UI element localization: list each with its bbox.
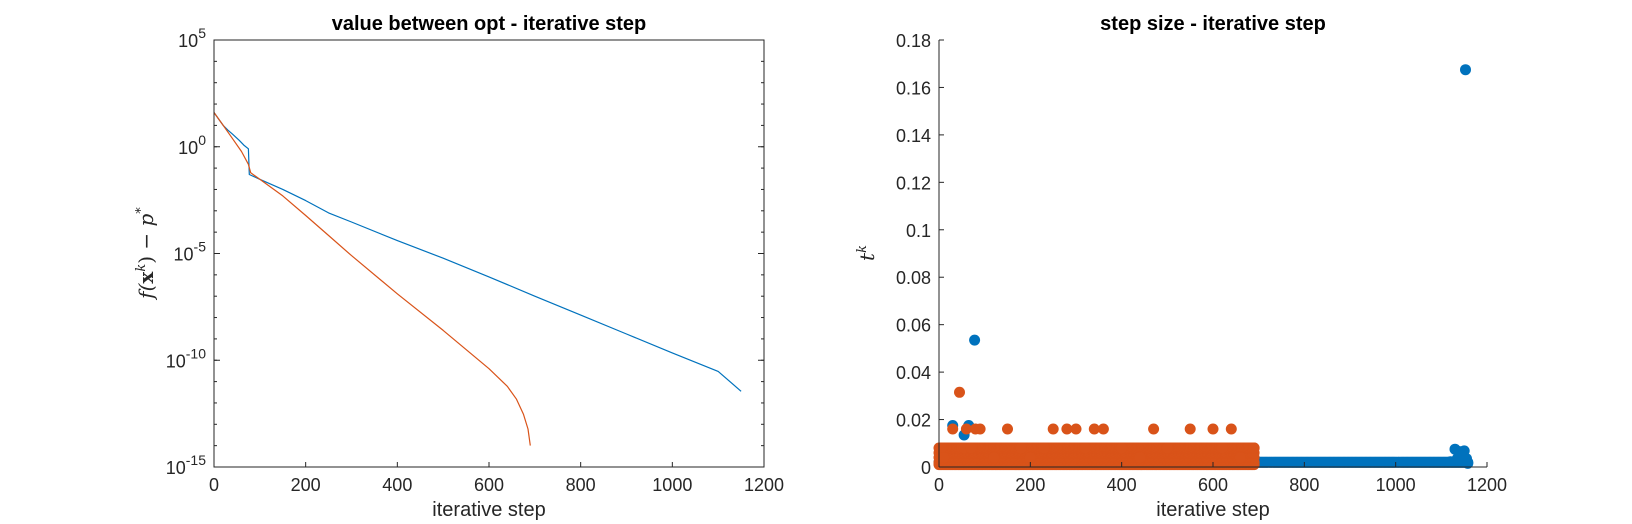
scatter-point	[1134, 452, 1146, 463]
scatter-point	[1462, 457, 1474, 469]
scatter-point	[1061, 423, 1073, 435]
right-plot: 0 200 400 600 800 1000 1200 0 0.02 0.04 0.06 0.08 0.…	[855, 13, 1507, 521]
left-x-tick-label: 600	[474, 475, 504, 495]
right-chart-title: step size - iterative step	[1100, 13, 1326, 35]
left-series-line-2	[213, 112, 531, 446]
right-y-tick-label: 0.04	[896, 363, 931, 383]
scatter-point	[1070, 423, 1082, 435]
right-x-tick-label: 1200	[1467, 475, 1507, 495]
right-y-tick-label: 0.02	[896, 411, 931, 431]
scatter-point	[1234, 452, 1246, 463]
scatter-point	[1116, 442, 1128, 454]
tick-base: 10	[178, 31, 198, 51]
scatter-point	[1002, 423, 1013, 435]
scatter-point	[938, 452, 950, 463]
tick-exponent: -10	[186, 345, 206, 361]
left-y-tick-label: 100	[178, 132, 206, 158]
scatter-point	[935, 442, 947, 454]
tick-base: 10	[174, 245, 194, 265]
right-series-1	[933, 64, 1474, 469]
scatter-point	[1024, 452, 1036, 463]
right-x-tick-label: 1000	[1376, 475, 1416, 495]
left-axes-box	[213, 39, 765, 468]
scatter-point	[960, 423, 972, 435]
left-x-tick-label: 200	[291, 475, 321, 495]
scatter-point	[1097, 423, 1109, 435]
tick-exponent: -15	[186, 452, 206, 468]
left-y-tick-label: 10-5	[174, 239, 207, 265]
left-x-tick-label: 1200	[744, 475, 784, 495]
tick-exponent: 5	[198, 25, 206, 41]
right-y-tick-label: 0.08	[896, 268, 931, 288]
right-x-tick-label: 600	[1198, 475, 1228, 495]
left-x-tick-label: 1000	[652, 475, 692, 495]
scatter-point	[1079, 442, 1091, 454]
scatter-point	[1047, 423, 1059, 435]
scatter-point	[1161, 442, 1173, 454]
scatter-point	[954, 386, 965, 398]
left-x-axis-label: iterative step	[432, 499, 545, 521]
right-x-axis-label: iterative step	[1156, 499, 1269, 521]
tick-exponent: -5	[194, 239, 207, 255]
right-x-tick-label: 0	[934, 475, 944, 495]
scatter-point	[1088, 423, 1100, 435]
scatter-point	[988, 452, 1000, 463]
left-y-axis-label: f(xk) − p*	[134, 207, 158, 301]
scatter-point	[965, 442, 977, 454]
left-chart-title: value between opt - iterative step	[332, 13, 647, 35]
tick-base: 10	[166, 351, 186, 371]
left-x-tick-label: 400	[382, 475, 412, 495]
scatter-point	[1207, 423, 1219, 435]
scatter-point	[1248, 442, 1260, 454]
right-y-axis-label: tk	[855, 245, 879, 261]
left-x-tick-label: 800	[566, 475, 596, 495]
scatter-point	[1038, 442, 1050, 454]
left-series-line-1	[213, 112, 742, 392]
tick-base: 10	[166, 458, 186, 478]
right-y-tick-label: 0.1	[906, 221, 931, 241]
scatter-point	[974, 423, 986, 435]
scatter-point	[1216, 442, 1228, 454]
right-x-tick-label: 400	[1107, 475, 1137, 495]
right-y-tick-label: 0.16	[896, 78, 931, 98]
scatter-point	[1148, 423, 1160, 435]
right-y-tick-label: 0.14	[896, 126, 931, 146]
tick-exponent: 0	[198, 132, 206, 148]
scatter-point	[969, 334, 981, 346]
right-y-tick-label: 0	[921, 458, 931, 478]
left-y-tick-label: 10-15	[166, 452, 206, 478]
right-series-2	[933, 386, 1260, 471]
tick-base: 10	[178, 138, 198, 158]
scatter-point	[947, 423, 959, 435]
left-y-tick-label: 10-10	[166, 345, 206, 371]
right-x-tick-label: 800	[1289, 475, 1319, 495]
right-y-tick-label: 0.12	[896, 173, 931, 193]
scatter-point	[1460, 64, 1471, 76]
left-y-tick-label: 105	[178, 25, 206, 51]
right-y-tick-label: 0.06	[896, 316, 931, 336]
left-x-tick-label: 0	[209, 475, 219, 495]
scatter-point	[1015, 442, 1027, 454]
scatter-point	[1184, 423, 1196, 435]
left-plot: 0 200 400 600 800 1000 120010-1510-1010-510010…	[134, 13, 784, 521]
scatter-point	[1225, 423, 1237, 435]
right-y-tick-label: 0.18	[896, 31, 931, 51]
right-x-tick-label: 200	[1015, 475, 1045, 495]
